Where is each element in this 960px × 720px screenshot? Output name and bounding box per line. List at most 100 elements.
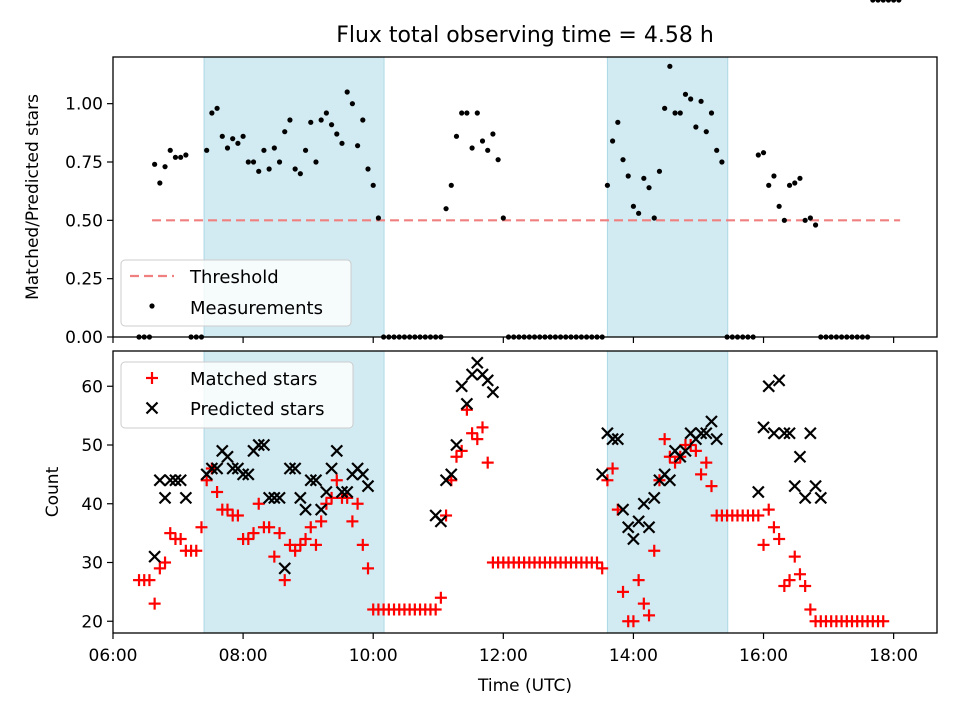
predicted-point [335,485,349,499]
matched-point [627,615,640,628]
matched-point [471,433,484,446]
bottom-axes-frame [112,350,938,634]
matched-point [278,574,291,587]
measurement-point [479,138,486,144]
bottom-legend-box [120,361,354,429]
matched-point [788,550,801,563]
measurement-point [625,173,631,179]
measurement-point [708,110,715,116]
matched-point [190,544,203,557]
predicted-point-b [288,462,302,475]
predicted-point-b [710,432,723,446]
legend-measurements-label: Measurements [190,298,323,319]
predicted-point [694,426,708,440]
predicted-point [700,426,713,440]
predicted-point [361,479,375,493]
matched-point [304,521,317,534]
predicted-point-b [793,450,807,464]
matched-point [143,574,156,587]
legend-matched-label: Matched stars [190,369,317,390]
predicted-point-b [309,473,323,487]
measurement-point [693,124,699,130]
predicted-point-b [262,491,276,505]
matched-point [320,497,333,510]
matched-series [133,403,890,628]
top-ytick-label: 1.00 [65,95,103,115]
matched-point [315,515,328,528]
predicted-point [242,468,255,481]
bottom-xtick-label: 12:00 [479,646,528,666]
predicted-point [340,485,354,499]
measurement-point [344,89,350,95]
predicted-point [314,503,328,516]
matched-point [174,533,187,545]
matched-point [762,503,775,516]
matched-point [309,538,322,551]
measurement-point [485,147,491,153]
matched-point [362,562,375,575]
predicted-point [288,462,302,475]
measurement-point [261,147,267,153]
matched-point [752,509,765,522]
predicted-point [804,426,817,440]
predicted-point-b [205,462,219,475]
measurement-point [688,96,694,102]
predicted-point [268,491,281,505]
predicted-point [705,415,718,428]
predicted-point [621,520,635,534]
measurement-point [204,147,210,153]
matched-point [637,597,650,610]
predicted-point-b [804,426,817,440]
predicted-point-b [611,432,625,446]
predicted-point-b [216,444,229,458]
bottom-xtick-label: 14:00 [609,646,658,666]
predicted-point-b [434,515,448,528]
matched-point [793,568,806,581]
top-axes-frame [112,56,938,338]
predicted-point [611,432,625,446]
matched-point [356,538,369,551]
bottom-ytick-label: 20 [81,612,103,632]
predicted-point-b [268,491,281,505]
measurement-point [266,166,272,172]
predicted-point [778,426,791,440]
predicted-point-b [304,473,318,487]
bottom-ytick-label: 30 [81,554,103,574]
predicted-point [221,450,234,464]
matched-point [596,562,609,575]
bottom-ytick-label: 50 [81,436,103,456]
predicted-point [262,491,276,505]
predicted-point-b [606,432,619,446]
predicted-point-b [356,468,370,481]
legend-measurements-swatch [149,303,155,309]
matched-point [299,533,312,545]
matched-point [247,527,260,540]
predicted-point-b [444,468,458,481]
legend-threshold-label: Threshold [189,267,279,288]
predicted-point-b [679,444,692,458]
predicted-point-b [460,397,474,411]
predicted-point-b [476,368,489,381]
predicted-point [788,479,802,493]
bottom-xticks: 06:00 08:00 10:00 12:00 14:00 16:00 18:00 [89,633,918,666]
matched-point [200,474,213,487]
predicted-point [772,374,786,387]
matched-point [289,544,302,557]
predicted-point-b [314,503,328,516]
matched-point [663,450,676,463]
predicted-point [814,491,828,505]
measurement-point [152,161,158,167]
matched-point [440,509,453,522]
matched-point [590,556,603,569]
matched-point [643,609,656,622]
predicted-point [174,473,187,487]
measurement-point [703,129,709,135]
predicted-point [481,374,494,387]
predicted-series [148,356,828,575]
predicted-point [455,379,468,393]
measurement-point [318,117,324,123]
matched-point [268,550,281,563]
matched-point [606,462,619,475]
predicted-point [783,426,796,440]
matched-point [695,468,708,481]
